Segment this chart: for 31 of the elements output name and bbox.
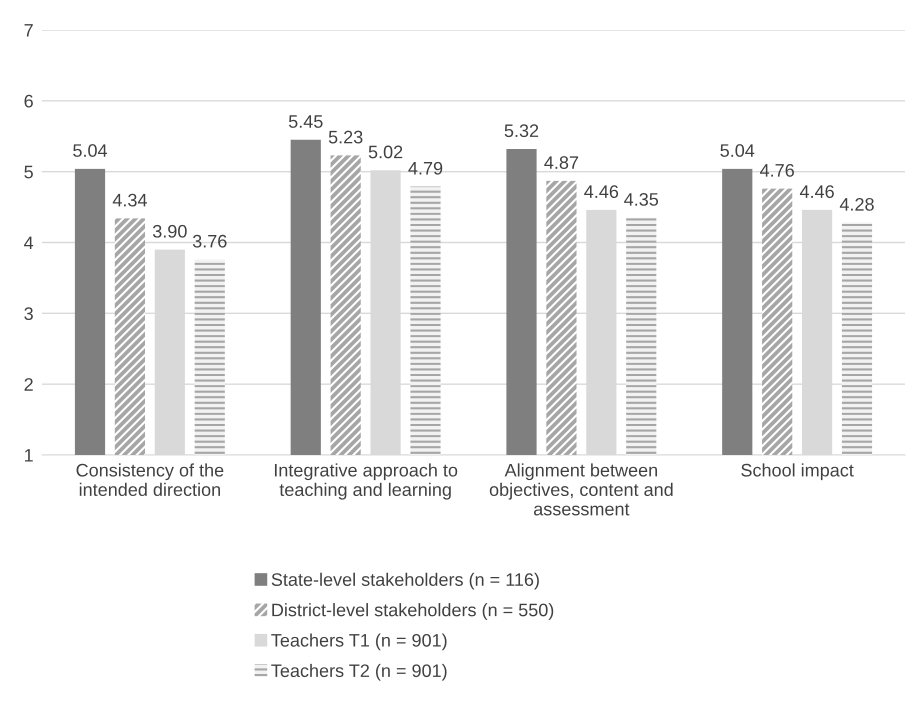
data-label: 5.45 <box>288 115 323 128</box>
y-tick-label: 2 <box>24 378 33 391</box>
x-tick-label: Consistency of the intended direction <box>76 463 224 496</box>
data-label: 5.02 <box>368 146 402 158</box>
data-label: 4.28 <box>840 198 874 211</box>
data-label: 3.90 <box>152 224 187 238</box>
x-tick-label: School impact <box>741 463 854 480</box>
data-label: 4.79 <box>408 162 442 175</box>
data-label: 5.04 <box>720 144 754 157</box>
y-tick-label: 4 <box>24 236 34 250</box>
data-label: 4.87 <box>544 156 578 169</box>
x-tick-label: Alignment between objectives, content and assessment <box>490 463 673 516</box>
y-tick-label: 1 <box>25 449 33 462</box>
data-label: 4.35 <box>624 193 658 206</box>
legend-label: District-level stakeholders (n = 550) <box>272 603 554 620</box>
data-label: 4.46 <box>584 185 618 198</box>
legend-label: Teachers T2 (n = 901) <box>271 664 447 681</box>
data-label: 4.34 <box>112 194 147 207</box>
data-label: 5.04 <box>73 144 108 157</box>
x-tick-label: Integrative approach to teaching and learning <box>274 463 458 500</box>
data-label: 5.32 <box>504 124 538 138</box>
y-tick-label: 5 <box>24 166 33 178</box>
data-label: 4.76 <box>760 164 794 177</box>
data-label: 5.23 <box>328 130 362 144</box>
y-tick-label: 6 <box>24 94 33 108</box>
legend-label: Teachers T1 (n = 901) <box>271 633 447 650</box>
y-tick-label: 7 <box>24 24 33 37</box>
data-label: 4.46 <box>800 185 834 198</box>
y-tick-label: 3 <box>24 307 33 320</box>
legend-label: State-level stakeholders (n = 116) <box>272 572 539 590</box>
data-label: 3.76 <box>192 234 227 248</box>
